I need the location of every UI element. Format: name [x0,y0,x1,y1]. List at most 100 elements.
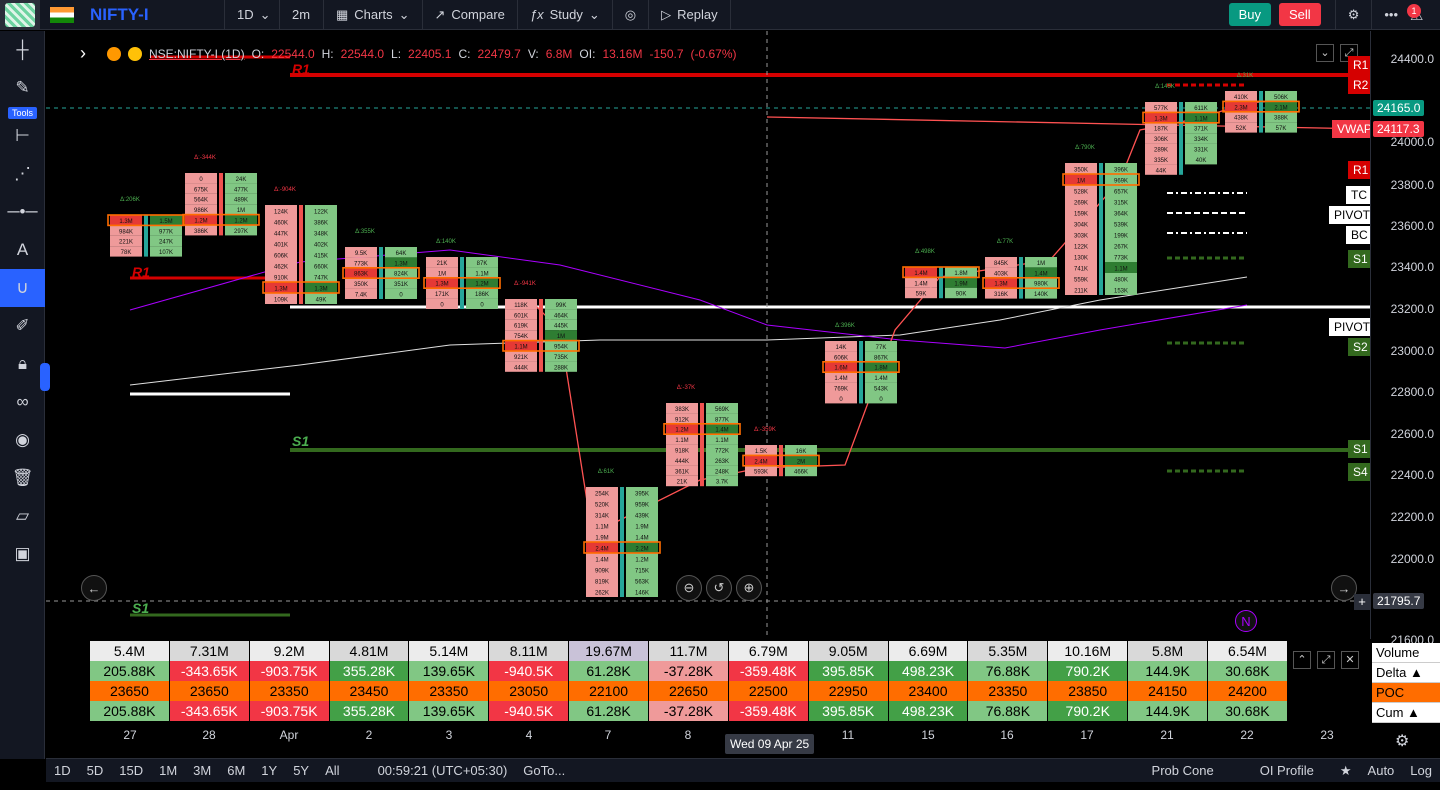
scroll-left-button[interactable]: ← [81,575,107,601]
range-1d[interactable]: 1D [54,763,71,778]
buy-value: 539K [1114,223,1128,229]
footprint-layer: Δ:206K 1.3M 984K 221K 78K 1.5M 977K 247K 107K Δ:-… [107,73,1300,597]
expand-icon: ⤢ [1344,47,1354,59]
alert-icon[interactable]: ⚠1 [1407,3,1440,24]
range-6m[interactable]: 6M [227,763,246,778]
volume-label[interactable]: Volume [1372,643,1440,663]
text-tool[interactable]: A [0,231,45,269]
legend-close: 22479.7 [477,46,521,61]
news-button[interactable]: N [1235,610,1257,632]
buy-cell [865,382,897,393]
date-axis[interactable]: 27 28 Apr 2 3 4 7 8 11 15 16 17 21 22 23 [46,722,1370,752]
cum-label[interactable]: Cum ▲ [1372,703,1440,723]
delete-tool[interactable]: 🗑︎ [0,459,45,497]
symbol-name[interactable]: NIFTY-I [90,4,149,24]
chart-canvas[interactable]: R1 R1 S1 S1 Δ:206K 1.3M 984K 221K 78K 1.5M 977… [46,31,1370,639]
scroll-right-button[interactable]: → [1331,575,1357,601]
log-scale-button[interactable]: Log [1410,763,1432,778]
buy-value: 90K [956,292,967,298]
range-3m[interactable]: 3M [193,763,212,778]
measure-tool[interactable]: ─•─ [0,193,45,231]
prob-cone-button[interactable]: Prob Cone [1151,763,1214,778]
goto-button[interactable]: GoTo... [523,763,566,778]
buy-cell [626,487,658,498]
table-collapse-button[interactable]: ⌃ [1293,651,1311,669]
clock-time[interactable]: 00:59:21 (UTC+05:30) [377,763,508,778]
charts-button[interactable]: ▦ Charts ⌄ [324,0,423,30]
buy-value: 2M [797,459,805,465]
pattern-tool[interactable]: ⋰ [0,155,45,193]
poc-cell: 22650 [649,681,729,701]
candle-body [700,403,704,487]
link-tool[interactable]: ∞ [0,383,45,421]
sell-cell [666,455,698,466]
buy-cell [466,277,498,289]
range-1y[interactable]: 1Y [261,763,278,778]
zoom-in-button[interactable]: ⊕ [736,575,762,601]
candle-body [1179,102,1183,175]
study-button[interactable]: ƒx Study ⌄ [518,0,613,30]
sell-value: 7.4K [355,293,367,299]
add-price-button[interactable]: + [1354,594,1370,610]
buy-cell [545,330,577,341]
buy-cell [305,293,337,304]
interval-selector[interactable]: 1D ⌄ [224,0,280,30]
range-5d[interactable]: 5D [86,763,104,778]
collapse-arrow-icon[interactable]: › [80,43,86,63]
legend-oi-label: OI: [579,46,596,61]
oi-profile-button[interactable]: OI Profile [1259,763,1314,778]
app-logo[interactable] [0,0,40,30]
left-scroll-handle[interactable] [40,363,50,391]
volume-cell: 8.11M [489,641,570,661]
zoom-out-button[interactable]: ⊖ [676,575,702,601]
buy-value: 24K [236,177,247,183]
range-15d[interactable]: 15D [119,763,144,778]
crosshair-tool[interactable]: ┼ [0,31,45,69]
lock-tool[interactable]: 🔒︎ [0,345,45,383]
buy-button[interactable]: Buy [1228,3,1271,26]
auto-scale-button[interactable]: Auto [1367,763,1395,778]
axis-settings-button[interactable]: ⚙ [1395,731,1409,751]
buy-value: 489K [234,198,248,204]
collapse-panel-button[interactable]: ⌄ [1316,44,1334,62]
replay-button[interactable]: ▷ Replay [649,0,731,30]
pen-tool[interactable]: ✎ [0,69,45,107]
line-tool[interactable]: ⊢ [0,117,45,155]
buy-cell [225,173,257,184]
buy-value: 980K [1034,282,1048,288]
compare-button[interactable]: ↗ Compare [423,0,518,30]
buy-value: 1M [237,208,245,214]
range-selector[interactable]: 2m [280,0,324,30]
camera-button[interactable]: ◎ [613,0,650,30]
sell-button[interactable]: Sell [1279,3,1321,26]
buy-cell [706,455,738,466]
price-axis[interactable]: 24400.0 24000.0 23800.0 23600.0 23400.0 … [1370,31,1440,647]
cum-cell: 139.65K [409,701,490,721]
legend-symbol[interactable]: NSE:NIFTY-I (1D) [149,46,245,61]
delta-label[interactable]: Delta ▲ [1372,663,1440,683]
sell-value: 1.1M [675,438,688,444]
sell-cell [1145,112,1177,123]
table-expand-button[interactable]: ⤢ [1317,651,1335,669]
ruler-tool[interactable]: ▱ [0,497,45,535]
bar-delta-label: Δ:355K [355,229,375,235]
range-5y[interactable]: 5Y [293,763,310,778]
screenshot-tool[interactable]: ▣ [0,535,45,573]
settings-button[interactable]: ⚙ [1334,0,1373,30]
more-button[interactable]: ••• [1372,0,1410,30]
legend-oi: 13.16M [602,46,643,61]
sell-cell [265,249,297,260]
range-1m[interactable]: 1M [159,763,178,778]
star-icon[interactable]: ★ [1339,762,1352,778]
reset-zoom-button[interactable]: ↺ [706,575,732,601]
buy-cell [150,246,182,257]
range-all[interactable]: All [325,763,340,778]
table-close-button[interactable]: ✕ [1341,651,1359,669]
poc-label[interactable]: POC [1372,683,1440,703]
ma-white-line [129,276,1248,386]
visibility-tool[interactable]: ◉ [0,421,45,459]
brush-tool[interactable]: ✐ [0,307,45,345]
buy-value: 186K [475,292,489,298]
magnet-tool[interactable]: ∪ [0,269,45,307]
bc-tag: BC [1346,226,1373,244]
